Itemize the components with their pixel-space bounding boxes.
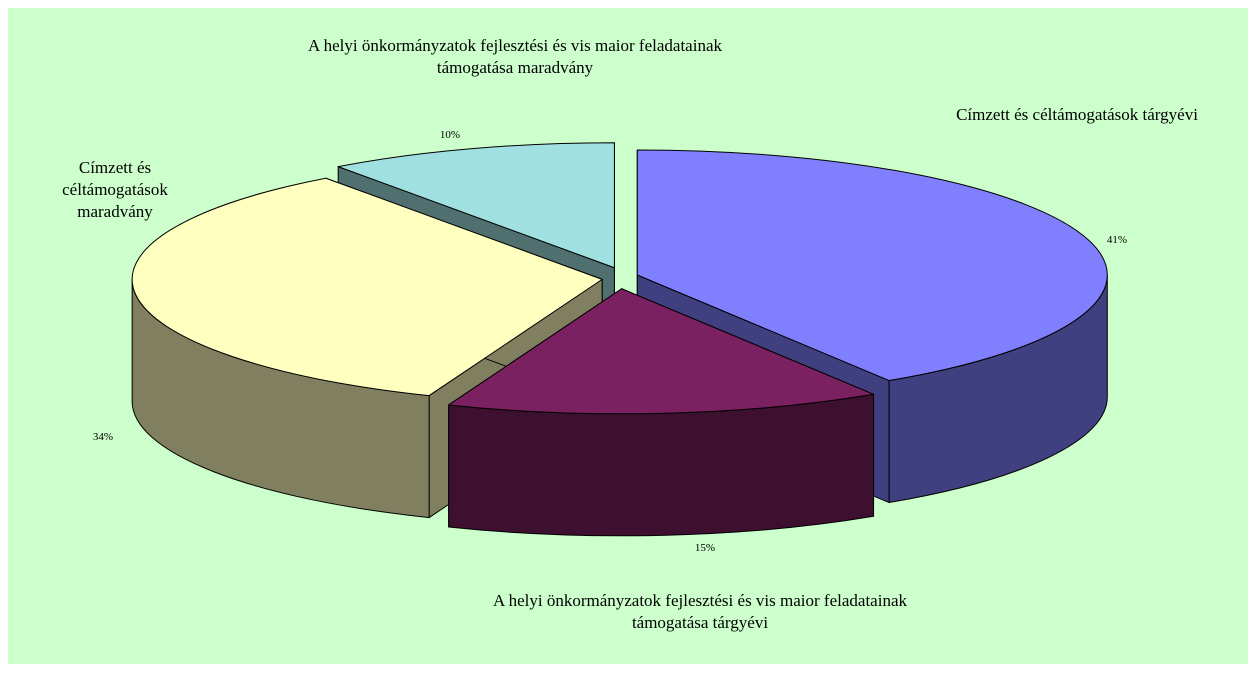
category-label: Címzett és céltámogatások maradvány — [62, 158, 168, 221]
slice — [131, 177, 603, 397]
value-label: 34% — [92, 431, 114, 443]
category-label: A helyi önkormányzatok fejlesztési és vi… — [492, 591, 907, 632]
slice — [448, 288, 875, 415]
slice — [636, 149, 1108, 382]
value-label: 10% — [439, 129, 461, 141]
slice — [337, 142, 615, 269]
value-label: 41% — [1106, 234, 1128, 246]
category-label: Címzett és céltámogatások tárgyévi — [956, 105, 1198, 124]
slice-outer-wall — [448, 393, 875, 537]
category-label: A helyi önkormányzatok fejlesztési és vi… — [307, 36, 722, 77]
value-label: 15% — [694, 542, 716, 554]
